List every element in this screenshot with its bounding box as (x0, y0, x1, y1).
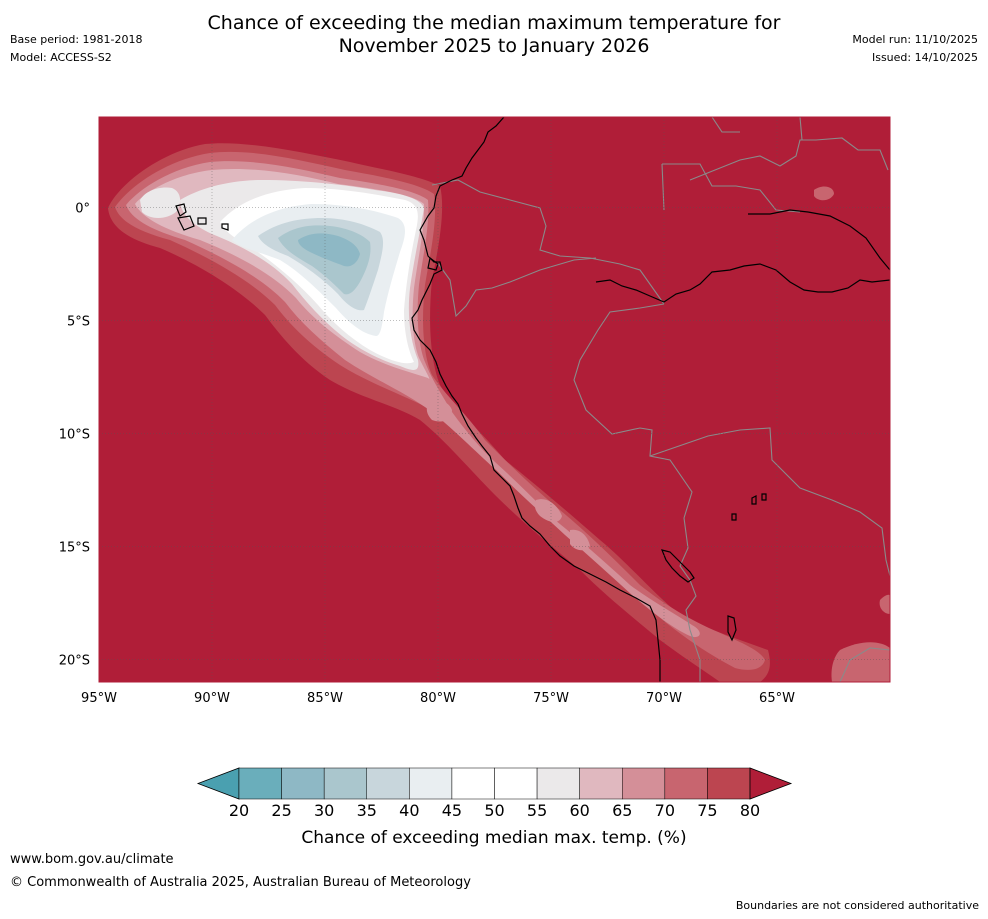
colorbar-tick-label: 25 (271, 801, 291, 820)
model-run: Model run: 11/10/2025 (852, 33, 978, 46)
colorbar-segment (238, 767, 282, 800)
colorbar-segment (409, 767, 453, 800)
river-negro (748, 209, 890, 271)
copyright: © Commonwealth of Australia 2025, Austra… (10, 875, 471, 890)
colorbar-tick-label: 20 (229, 801, 249, 820)
title-line-1: Chance of exceeding the median maximum t… (207, 12, 781, 34)
lake-east-1 (751, 495, 757, 505)
colorbar-segment (622, 767, 666, 800)
boundary-colombia-ecuador (431, 179, 665, 305)
lake-east-3 (731, 513, 737, 521)
base-period: Base period: 1981-2018 (10, 33, 143, 46)
colorbar-tick-label: 80 (740, 801, 760, 820)
colorbar-label: Chance of exceeding median max. temp. (%… (301, 828, 686, 848)
colorbar-segment (664, 767, 708, 800)
boundary-bolivia-paraguay (839, 647, 890, 682)
lon-tick-label: 70°W (646, 691, 682, 706)
coastlines (175, 117, 890, 682)
island-galapagos-1 (175, 203, 187, 217)
colorbar-tick-label: 55 (527, 801, 547, 820)
model-name: Model: ACCESS-S2 (10, 51, 112, 64)
contour-patch-coast-3 (570, 529, 590, 551)
issued-date: Issued: 14/10/2025 (871, 51, 978, 64)
contour-patch-coast-1 (426, 400, 452, 422)
colorbar-extend-high (749, 767, 793, 800)
lon-tick-label: 75°W (533, 691, 569, 706)
lake-south (727, 615, 737, 642)
contour-patch-galapagos (140, 187, 181, 218)
colorbar-segment (494, 767, 538, 800)
contour-patch-east (831, 642, 890, 682)
colorbar-tick-label: 30 (314, 801, 334, 820)
lake-east-2 (761, 493, 767, 501)
contour-patch-north (814, 186, 834, 201)
island-galapagos-4 (221, 223, 229, 231)
contour-patch-east-2 (879, 594, 890, 614)
colorbar-tick-label: 40 (399, 801, 419, 820)
gulf-guayaquil (427, 256, 439, 271)
page-title: Chance of exceeding the median maximum t… (0, 12, 988, 58)
colorbar-segment (366, 767, 410, 800)
colorbar-segment (707, 767, 751, 800)
contour-25-30 (298, 233, 360, 267)
contour-patch-coast-2 (534, 499, 562, 522)
boundary-brazil-bolivia (649, 427, 890, 577)
river-amazon (595, 263, 890, 303)
boundary-north (711, 117, 803, 141)
lon-tick-label: 80°W (420, 691, 456, 706)
colorbar-tick-label: 35 (357, 801, 377, 820)
probability-contours (108, 143, 890, 682)
longitude-labels: 95°W 90°W 85°W 80°W 75°W 70°W 65°W (81, 691, 795, 706)
political-boundaries (431, 117, 890, 682)
island-galapagos-3 (197, 217, 207, 225)
coastline-pacific (411, 117, 661, 682)
colorbar-tick-label: 75 (697, 801, 717, 820)
title-line-2: November 2025 to January 2026 (338, 35, 650, 57)
colorbar-segment (579, 767, 623, 800)
lat-tick-label: 0° (75, 201, 90, 216)
lon-tick-label: 85°W (307, 691, 343, 706)
colorbar-segment (451, 767, 495, 800)
lon-tick-label: 95°W (81, 691, 117, 706)
lon-tick-label: 65°W (759, 691, 795, 706)
latitude-labels: 0° 5°S 10°S 15°S 20°S (59, 201, 90, 668)
colorbar-segment (536, 767, 580, 800)
website-link[interactable]: www.bom.gov.au/climate (10, 852, 174, 867)
lake-titicaca (661, 549, 695, 583)
lat-tick-label: 15°S (59, 540, 90, 555)
boundary-peru-brazil (573, 303, 697, 631)
colorbar-tick-label: 50 (484, 801, 504, 820)
colorbar-tick-label: 60 (569, 801, 589, 820)
colorbar: 20 25 30 35 40 45 50 55 60 65 70 75 80 (196, 767, 793, 820)
colorbar-tick-label: 65 (612, 801, 632, 820)
disclaimer: Boundaries are not considered authoritat… (735, 899, 979, 912)
island-galapagos-2 (177, 215, 195, 231)
lat-tick-label: 10°S (59, 427, 90, 442)
boundary-ecuador-peru (436, 257, 597, 318)
colorbar-segment (323, 767, 367, 800)
run-info: Model run: 11/10/2025 Issued: 14/10/2025 (852, 31, 978, 67)
lat-tick-label: 20°S (59, 653, 90, 668)
boundary-colombia-venezuela (662, 163, 801, 213)
colorbar-extend-low (196, 767, 240, 800)
lat-tick-label: 5°S (67, 314, 90, 329)
contour-60-65 (126, 161, 700, 638)
colorbar-tick-label: 70 (655, 801, 675, 820)
model-info: Base period: 1981-2018 Model: ACCESS-S2 (10, 31, 142, 67)
map-frame (98, 116, 891, 683)
boundary-venezuela-brazil (661, 137, 889, 211)
map-panel (99, 117, 890, 682)
lon-tick-label: 90°W (194, 691, 230, 706)
colorbar-tick-label: 45 (442, 801, 462, 820)
gridlines (99, 117, 890, 682)
colorbar-segment (281, 767, 325, 800)
boundary-chile-argentina (689, 629, 701, 682)
